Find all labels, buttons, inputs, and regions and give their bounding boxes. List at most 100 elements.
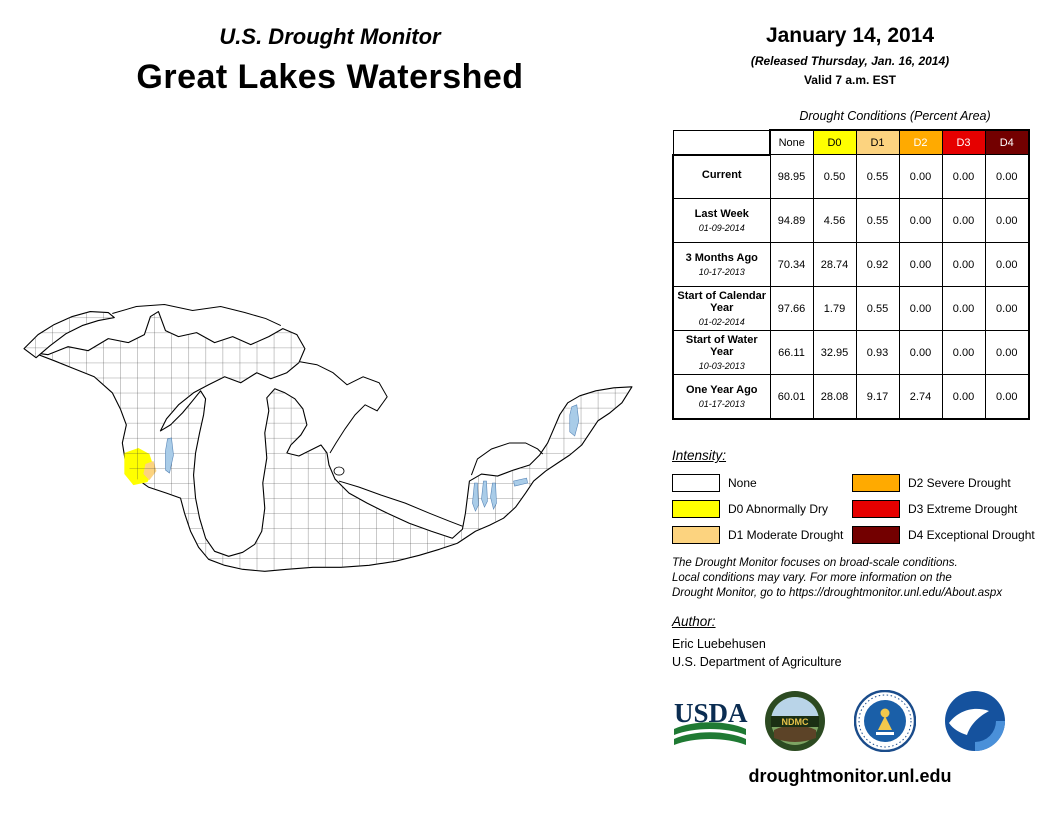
lake-erie-outline [338,480,463,527]
finger-lake-3 [490,482,497,511]
row-label: Start of Calendar Year [677,289,767,315]
pct-cell: 0.00 [898,154,943,199]
row-date: 01-09-2014 [698,222,745,233]
oneida-lake [513,477,528,487]
pct-cell: 4.56 [812,198,857,243]
lake-st-clair-outline [333,466,345,476]
table-row: Start of Calendar Year 01-02-2014 97.66 1… [672,286,1030,331]
great-lakes-map-svg [23,304,633,572]
legend-swatch-d1 [672,526,720,544]
pct-cell: 0.00 [941,286,986,331]
col-header-none: None [769,129,814,155]
col-header-d4: D4 [984,129,1030,155]
row-label: Last Week [694,208,749,220]
legend-label: D2 Severe Drought [908,476,1011,490]
title-block: U.S. Drought Monitor Great Lakes Watersh… [90,24,570,97]
legend-item-d2: D2 Severe Drought [852,470,1035,496]
table-row: 3 Months Ago 10-17-2013 70.34 28.74 0.92 … [672,242,1030,287]
pct-cell: 0.00 [984,330,1030,375]
row-date: 01-17-2013 [698,398,745,409]
ndmc-logo-text: NDMC [782,717,809,727]
row-date: 10-17-2013 [698,266,745,277]
pct-cell: 0.55 [855,154,900,199]
table-row: Last Week 01-09-2014 94.89 4.56 0.55 0.00… [672,198,1030,243]
county-grid [33,311,632,572]
pct-cell: 0.00 [898,286,943,331]
pct-cell: 0.00 [941,198,986,243]
pct-cell: 0.00 [898,198,943,243]
pct-cell: 2.74 [898,374,943,420]
usda-logo: USDA [672,698,748,753]
col-header-d3: D3 [941,129,986,155]
noaa-logo [944,690,1006,757]
watershed-map [18,302,650,614]
table-row: Current 98.95 0.50 0.55 0.00 0.00 0.00 [672,153,1030,199]
legend-swatch-d0 [672,500,720,518]
pct-cell: 70.34 [769,242,814,287]
pct-cell: 0.50 [812,154,857,199]
drought-conditions-table: None D0 D1 D2 D3 D4 Current 98.95 0.50 0… [672,129,1030,420]
footer-url: droughtmonitor.unl.edu [748,766,952,786]
table-title: Drought Conditions (Percent Area) [799,109,991,123]
legend-label: None [728,476,757,490]
author-name: Eric Luebehusen [672,637,766,651]
lake-superior-outline [112,304,282,327]
page-title: Great Lakes Watershed [136,58,524,96]
pct-cell: 94.89 [769,198,814,243]
logo-row: USDA NDMC [672,689,1028,757]
table-row: One Year Ago 01-17-2013 60.01 28.08 9.17 … [672,374,1030,420]
row-label: Current [701,169,742,182]
pct-cell: 66.11 [769,330,814,375]
legend-item-d4: D4 Exceptional Drought [852,522,1035,548]
finger-lake-1 [472,482,479,512]
legend-label: D0 Abnormally Dry [728,502,829,516]
row-date: 10-03-2013 [698,360,745,371]
pct-cell: 0.55 [855,198,900,243]
program-title: U.S. Drought Monitor [219,24,441,49]
pct-cell: 0.92 [855,242,900,287]
disclaimer-line: The Drought Monitor focuses on broad-sca… [672,557,958,569]
legend-item-d1: D1 Moderate Drought [672,522,843,548]
pct-cell: 28.74 [812,242,857,287]
lake-champlain [569,404,580,437]
pct-cell: 0.93 [855,330,900,375]
pct-cell: 0.00 [941,330,986,375]
pct-cell: 0.00 [984,242,1030,287]
col-header-d2: D2 [898,129,943,155]
info-column: January 14, 2014 (Released Thursday, Jan… [672,24,1030,420]
pct-cell: 1.79 [812,286,857,331]
pct-cell: 0.00 [898,242,943,287]
table-row: Start of Water Year 10-03-2013 66.11 32.9… [672,330,1030,375]
pct-cell: 0.00 [941,374,986,420]
commerce-seal-logo [853,689,917,757]
author-organization: U.S. Department of Agriculture [672,655,842,669]
legend-swatch-none [672,474,720,492]
legend-item-d0: D0 Abnormally Dry [672,496,843,522]
pct-cell: 0.00 [984,198,1030,243]
pct-cell: 0.00 [898,330,943,375]
legend-label: D1 Moderate Drought [728,528,844,542]
map-date: January 14, 2014 [765,24,935,47]
pct-cell: 0.00 [984,154,1030,199]
pct-cell: 32.95 [812,330,857,375]
ndmc-logo: NDMC [764,690,826,757]
pct-cell: 0.55 [855,286,900,331]
col-header-d0: D0 [812,129,857,155]
lake-winnebago [165,437,174,474]
lake-huron-outline [299,361,388,454]
valid-time: Valid 7 a.m. EST [803,73,897,87]
header-ghost-cell [672,129,771,155]
pct-cell: 28.08 [812,374,857,420]
col-header-d1: D1 [855,129,900,155]
pct-cell: 0.00 [984,286,1030,331]
legend-label: D3 Extreme Drought [908,502,1018,516]
disclaimer-text: The Drought Monitor focuses on broad-sca… [672,556,1002,601]
legend-item-none: None [672,470,843,496]
author-heading: Author: [672,614,716,629]
row-label: One Year Ago [685,384,758,396]
pct-cell: 97.66 [769,286,814,331]
table-header-row: None D0 D1 D2 D3 D4 [672,129,1030,155]
pct-cell: 0.00 [941,154,986,199]
released-date: (Released Thursday, Jan. 16, 2014) [750,54,950,68]
